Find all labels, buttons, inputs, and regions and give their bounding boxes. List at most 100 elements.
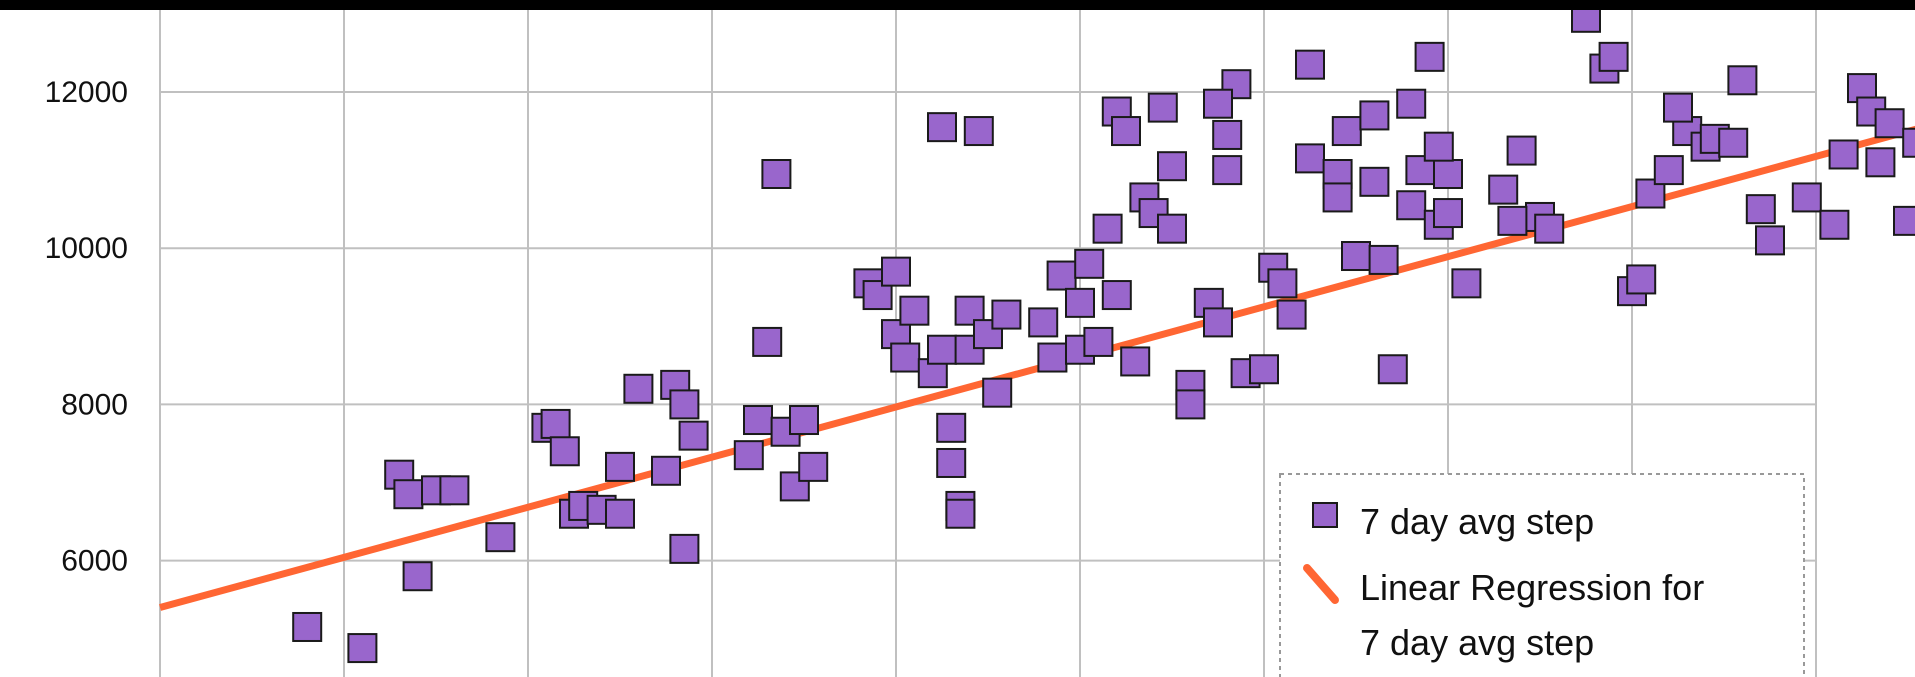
- scatter-point: [1295, 143, 1325, 174]
- scatter-point: [669, 389, 700, 420]
- scatter-point: [1396, 88, 1427, 119]
- y-tick-label: 8000: [61, 388, 128, 421]
- scatter-point: [936, 447, 967, 478]
- scatter-point: [1368, 244, 1399, 275]
- regression-line-group: [159, 125, 1915, 611]
- scatter-point: [1157, 151, 1187, 182]
- scatter-point: [1791, 182, 1822, 213]
- scatter-point: [1359, 166, 1390, 197]
- scatter-point: [936, 412, 967, 443]
- scatter-point: [402, 561, 433, 592]
- scatter-point: [605, 498, 635, 529]
- scatter-point: [549, 436, 580, 467]
- scatter-point: [485, 522, 516, 553]
- scatter-point: [1727, 65, 1758, 96]
- scatter-point: [1046, 260, 1077, 291]
- scatter-point: [393, 479, 424, 510]
- scatter-point: [733, 440, 764, 471]
- scatter-point: [439, 475, 470, 506]
- scatter-point: [1037, 342, 1068, 373]
- scatter-point: [540, 408, 571, 439]
- scatter-point: [1433, 159, 1463, 190]
- scatter-point: [963, 116, 994, 147]
- scatter-point: [1598, 41, 1629, 72]
- scatter-point: [1267, 268, 1298, 299]
- scatter-point: [669, 533, 700, 564]
- scatter-point: [761, 159, 792, 190]
- scatter-point: [1341, 241, 1371, 272]
- scatter-point: [890, 342, 921, 373]
- scatter-point: [605, 451, 635, 482]
- scatter-point: [991, 299, 1022, 330]
- scatter-point: [1212, 155, 1243, 186]
- scatter-point: [1120, 346, 1151, 377]
- scatter-point: [1902, 127, 1915, 158]
- scatter-point: [1111, 116, 1141, 147]
- scatter-point: [1414, 41, 1445, 72]
- scatter-point: [1534, 213, 1565, 244]
- scatter-point: [347, 633, 378, 664]
- scatter-point: [1396, 190, 1427, 221]
- scatter-point: [292, 611, 323, 642]
- scatter-point: [1433, 198, 1463, 229]
- scatter-point: [1626, 264, 1657, 295]
- scatter-point: [798, 451, 829, 482]
- legend-marker-7-day-avg-step: [1312, 502, 1338, 528]
- legend-marker-linear-regression: [1303, 564, 1339, 604]
- scatter-point: [899, 295, 930, 326]
- scatter-point: [1065, 287, 1095, 318]
- scatter-point: [1653, 155, 1684, 186]
- regression-line: [159, 125, 1915, 611]
- scatter-point: [1322, 182, 1353, 213]
- legend-label-linear-regression-line-2: 7 day avg step: [1360, 622, 1594, 663]
- scatter-points: [292, 2, 1915, 664]
- scatter-point: [651, 455, 681, 486]
- scatter-point: [623, 373, 654, 404]
- scatter-point: [1212, 119, 1243, 150]
- scatter-point: [1295, 49, 1325, 80]
- scatter-point: [1157, 213, 1187, 244]
- scatter-point: [881, 256, 911, 287]
- scatter-point: [1828, 139, 1859, 170]
- scatter-point: [982, 377, 1013, 408]
- legend-label-7-day-avg-step: 7 day avg step: [1360, 501, 1594, 542]
- scatter-point: [1147, 92, 1178, 123]
- scatter-point: [1745, 194, 1776, 225]
- scatter-point: [945, 498, 976, 529]
- scatter-point: [973, 319, 1003, 350]
- scatter-point: [789, 405, 819, 436]
- y-axis-tick-labels: 6000 8000 10000 12000: [45, 76, 128, 578]
- legend-label-linear-regression-line-1: Linear Regression for: [1360, 567, 1704, 608]
- scatter-point: [1874, 108, 1905, 139]
- scatter-point: [1451, 268, 1482, 299]
- scatter-point: [1819, 209, 1850, 240]
- scatter-point: [1663, 92, 1693, 123]
- scatter-point: [1893, 205, 1915, 236]
- scatter-point: [1092, 213, 1123, 244]
- scatter-point: [1074, 248, 1105, 279]
- legend-box: [1279, 473, 1805, 677]
- top-edge-bar: [0, 0, 1915, 10]
- scatter-point: [927, 334, 957, 365]
- scatter-point: [1497, 205, 1528, 236]
- scatter-point: [1718, 127, 1749, 158]
- scatter-point: [1083, 326, 1114, 357]
- scatter-point: [954, 295, 985, 326]
- scatter-point: [1488, 174, 1519, 205]
- scatter-point: [1377, 354, 1408, 385]
- scatter-point: [743, 405, 773, 436]
- scatter-point: [752, 326, 783, 357]
- scatter-point: [678, 420, 709, 451]
- scatter-point: [1331, 116, 1362, 147]
- scatter-point: [1028, 307, 1059, 338]
- scatter-point: [1423, 131, 1454, 162]
- scatter-point: [1865, 147, 1896, 178]
- scatter-point: [1175, 389, 1206, 420]
- y-tick-label: 6000: [61, 545, 128, 578]
- scatter-point: [1359, 100, 1390, 131]
- scatter-point: [1755, 225, 1785, 256]
- y-tick-label: 10000: [45, 232, 128, 265]
- scatter-point: [927, 112, 957, 143]
- scatter-point: [1101, 280, 1132, 311]
